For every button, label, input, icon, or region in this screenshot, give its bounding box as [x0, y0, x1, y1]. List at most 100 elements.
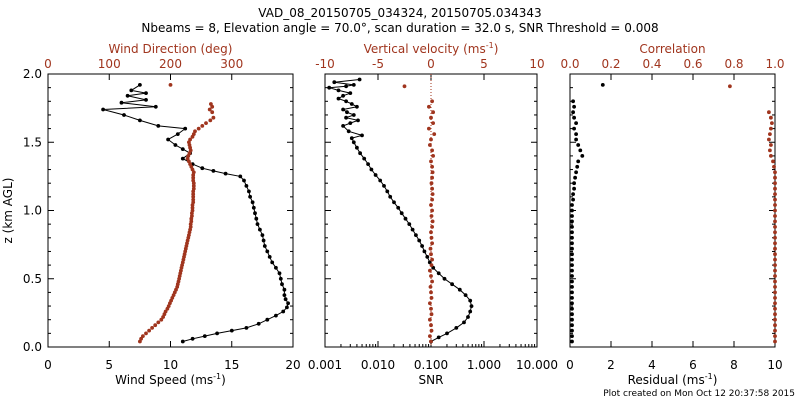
data-point — [341, 107, 345, 112]
data-point — [773, 235, 777, 240]
x-top-axis-label: Correlation — [639, 42, 705, 56]
data-point — [428, 334, 432, 338]
data-point — [773, 197, 777, 202]
data-point — [362, 156, 367, 161]
data-point — [430, 99, 434, 104]
data-point — [200, 166, 205, 171]
data-point — [399, 211, 404, 216]
data-point — [430, 225, 434, 229]
data-point — [570, 230, 574, 235]
data-point — [580, 154, 585, 158]
x-top-tick-label: -5 — [372, 57, 384, 71]
data-point — [283, 297, 288, 302]
data-point — [191, 178, 196, 183]
data-point — [466, 315, 470, 319]
data-point — [429, 230, 433, 235]
x-top-tick-label: 200 — [159, 57, 182, 71]
data-point — [436, 335, 441, 340]
data-point — [282, 287, 287, 292]
data-point — [274, 313, 278, 318]
data-point — [771, 159, 775, 164]
data-point — [260, 233, 265, 238]
data-point — [422, 249, 427, 254]
data-point — [574, 121, 578, 125]
data-point — [457, 287, 462, 292]
x-top-axis-label: Wind Direction (deg) — [109, 42, 233, 56]
data-point — [600, 83, 605, 87]
series-wind-speed — [101, 83, 290, 344]
data-point — [428, 285, 433, 289]
data-point — [223, 171, 228, 176]
x-top-tick-label: 0.2 — [601, 57, 620, 71]
data-point — [242, 178, 246, 183]
data-point — [570, 252, 574, 257]
data-point — [468, 298, 473, 303]
data-point — [429, 181, 434, 186]
data-point — [344, 99, 348, 104]
data-point — [429, 323, 433, 328]
data-point — [445, 331, 449, 336]
series-correlation — [728, 84, 777, 344]
data-point — [215, 331, 220, 336]
data-point — [570, 235, 574, 240]
data-point — [156, 320, 161, 325]
data-point — [425, 255, 430, 259]
data-point — [119, 100, 124, 105]
data-point — [429, 252, 433, 257]
data-point — [571, 110, 575, 115]
data-point — [574, 132, 578, 137]
data-point — [256, 321, 261, 326]
data-point — [336, 96, 341, 101]
data-point — [378, 178, 383, 183]
data-point — [769, 115, 773, 120]
data-point — [141, 334, 145, 338]
data-point — [327, 85, 332, 90]
data-point — [175, 132, 180, 137]
series-vertical-velocity — [402, 84, 437, 344]
data-point — [101, 107, 105, 112]
data-point — [251, 205, 256, 210]
data-point — [430, 208, 434, 213]
data-point — [144, 98, 148, 102]
data-point — [254, 216, 259, 221]
data-point — [180, 156, 185, 161]
data-point — [392, 200, 396, 205]
data-point — [360, 133, 364, 138]
data-point — [410, 227, 415, 232]
data-point — [773, 192, 777, 197]
data-point — [270, 260, 275, 265]
data-point — [570, 219, 574, 224]
data-point — [129, 88, 134, 93]
x-bottom-tick-label: 10.000 — [516, 358, 558, 372]
series-line — [329, 79, 473, 342]
data-point — [388, 194, 393, 199]
x-bottom-tick-label: 5 — [105, 358, 113, 372]
data-point — [190, 214, 194, 218]
x-top-tick-label: 1.0 — [765, 57, 784, 71]
data-point — [773, 225, 777, 229]
data-point — [430, 170, 435, 175]
footer-timestamp: Plot created on Mon Oct 12 20:37:58 2015 — [603, 389, 795, 399]
data-point — [427, 126, 431, 131]
x-bottom-tick-label: 2 — [607, 358, 615, 372]
x-bottom-tick-label: 0 — [44, 358, 52, 372]
x-top-tick-label: 5 — [480, 57, 488, 71]
data-point — [429, 263, 434, 267]
data-point — [572, 104, 576, 109]
data-point — [468, 309, 473, 314]
data-point — [773, 306, 777, 311]
data-point — [156, 124, 161, 128]
data-point — [773, 301, 777, 306]
data-point — [208, 118, 213, 123]
data-point — [202, 334, 207, 338]
data-point — [244, 184, 249, 188]
data-point — [430, 148, 434, 153]
data-point — [574, 137, 578, 142]
data-point — [250, 200, 255, 205]
data-point — [210, 110, 215, 115]
data-point — [429, 306, 433, 311]
data-point — [773, 312, 777, 317]
data-point — [430, 192, 435, 197]
data-point — [570, 306, 574, 311]
